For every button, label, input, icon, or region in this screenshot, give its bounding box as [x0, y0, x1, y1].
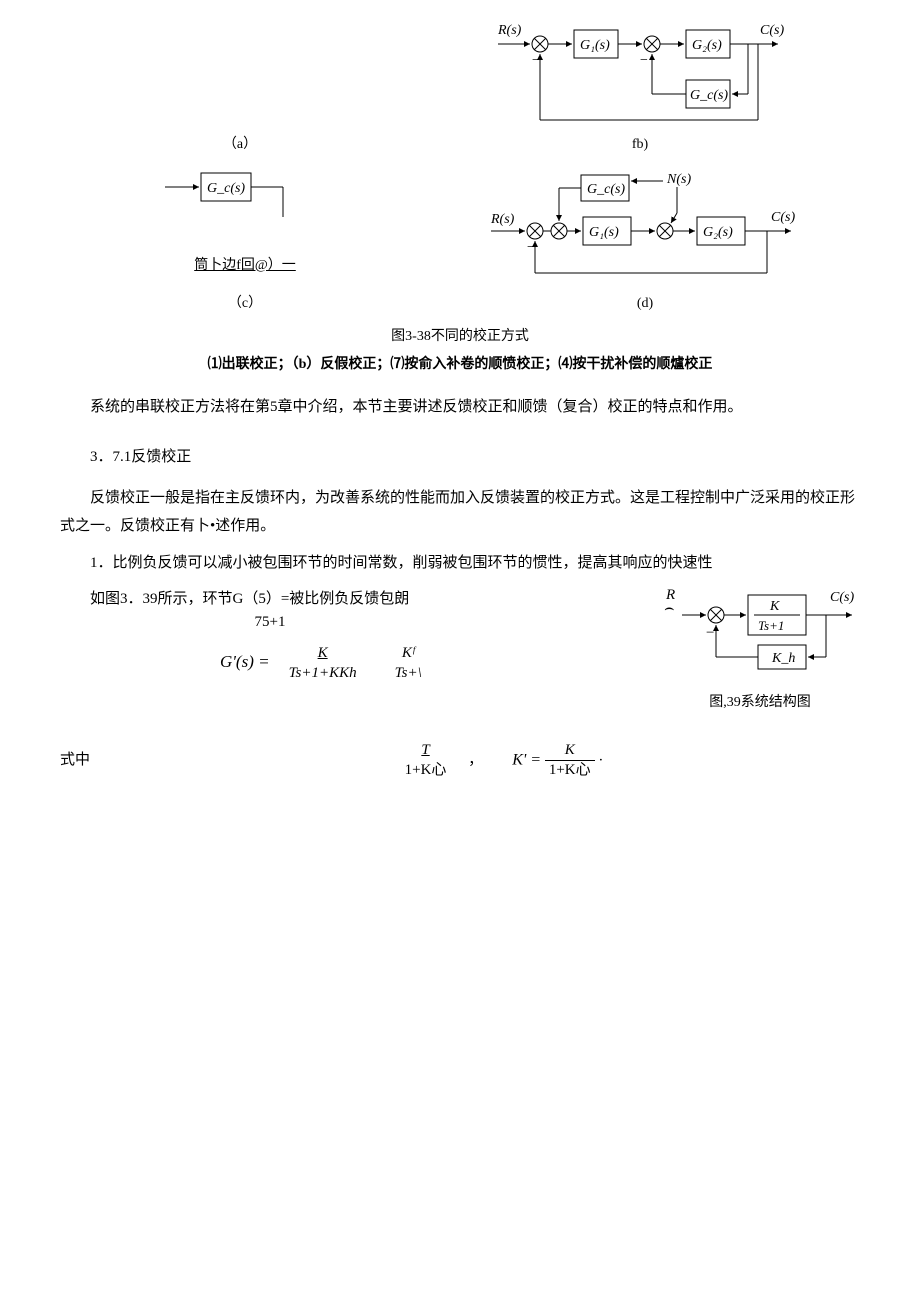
eq2-den2: 1+K心 [545, 761, 595, 781]
d-R: R(s) [490, 212, 515, 227]
fig-38-d: G_c(s) N(s) R(s) − G₁(s) [485, 169, 805, 318]
figure-38-row-2: G_c(s) 筒卜边f回@）一 （c） G_c(s) N(s) R(s) [60, 163, 860, 318]
eq2-sep: ， [468, 752, 483, 768]
d-G2: G₂(s) [703, 225, 733, 240]
f39-K: K [769, 599, 780, 614]
fig-39-svg: R ⌢ − K Ts+1 C(s) K_h [660, 585, 860, 675]
section-title: 3．7.1反馈校正 [60, 443, 860, 472]
b-Gc: G_c(s) [690, 88, 728, 103]
eq1-lhs: G'(s) = [220, 652, 270, 671]
f39-C: C(s) [830, 590, 854, 605]
para-2: 反馈校正一般是指在主反馈环内，为改善系统的性能而加入反馈装置的校正方式。这是工程… [60, 484, 860, 541]
d-G1: G₁(s) [589, 225, 619, 240]
fig-38-caption: 图3-38不同的校正方式 [60, 324, 860, 351]
eq2-num1: T [401, 741, 451, 761]
svg-text:−: − [527, 240, 535, 255]
eq2-den1: 1+K心 [401, 761, 451, 781]
d-N: N(s) [666, 172, 691, 187]
fig-39-caption: 图,39系统结构图 [660, 690, 860, 717]
fig-38-b-svg: R(s) − G₁(s) − G₂(s) C(s) [490, 20, 790, 130]
f39-Kh: K_h [771, 651, 795, 666]
equation-2: 式中 T 1+K心 ， K' = K 1+K心 · [60, 741, 860, 781]
para-3: 1．比例负反馈可以减小被包围环节的时间常数，削弱被包围环节的惯性，提高其响应的快… [60, 549, 860, 578]
fig-38-c-label: （c） [115, 291, 375, 318]
svg-text:⌢: ⌢ [664, 600, 675, 617]
fig-38-d-label: (d) [485, 291, 805, 318]
svg-text:−: − [532, 53, 540, 68]
c-Gc: G_c(s) [207, 181, 245, 196]
fig-38-a: （a） [130, 50, 350, 159]
svg-text:−: − [640, 53, 648, 68]
d-Gc: G_c(s) [587, 182, 625, 197]
fig-38-a-label: （a） [130, 132, 350, 159]
eq1-num2: Kᶠ [391, 644, 426, 664]
eq2-lhs2: K' = [512, 751, 541, 768]
eq1-den1: Ts+1+KKh [285, 664, 361, 684]
f39-Ts1: Ts+1 [758, 618, 784, 633]
para-4-text: 如图3．39所示，环节G（5）=被比例负反馈包朗 [90, 591, 409, 607]
eq1-den2: Ts+\ [391, 664, 426, 684]
figure-38-row-1: （a） R(s) − G₁(s) − [60, 20, 860, 159]
b-C: C(s) [760, 23, 784, 38]
figure-39: R ⌢ − K Ts+1 C(s) K_h 图,39系统结构图 [660, 585, 860, 716]
eq2-prefix: 式中 [60, 746, 120, 775]
eq1-num1: K [285, 644, 361, 664]
b-G2: G₂(s) [692, 38, 722, 53]
fig-38-c: G_c(s) 筒卜边f回@）一 （c） [115, 163, 375, 318]
fig-38-subcaption: ⑴出联校正；（b）反假校正；⑺按俞入补卷的顺愤校正；⑷按干扰补偿的顺爐校正 [60, 352, 860, 379]
svg-text:−: − [706, 625, 714, 641]
fig-38-c-svg: G_c(s) [155, 163, 335, 253]
b-G1: G₁(s) [580, 38, 610, 53]
fig-38-b-label: fb) [490, 132, 790, 159]
b-R: R(s) [497, 23, 522, 38]
eq2-num2: K [545, 741, 595, 762]
d-C: C(s) [771, 210, 795, 225]
fig-38-d-svg: G_c(s) N(s) R(s) − G₁(s) [485, 169, 805, 289]
eq2-suffix: · [598, 752, 603, 768]
para-1: 系统的串联校正方法将在第5章中介绍，本节主要讲述反馈校正和顺馈（复合）校正的特点… [60, 393, 860, 422]
fig-38-c-note: 筒卜边f回@）一 [115, 253, 375, 280]
fig-38-b: R(s) − G₁(s) − G₂(s) C(s) [490, 20, 790, 159]
